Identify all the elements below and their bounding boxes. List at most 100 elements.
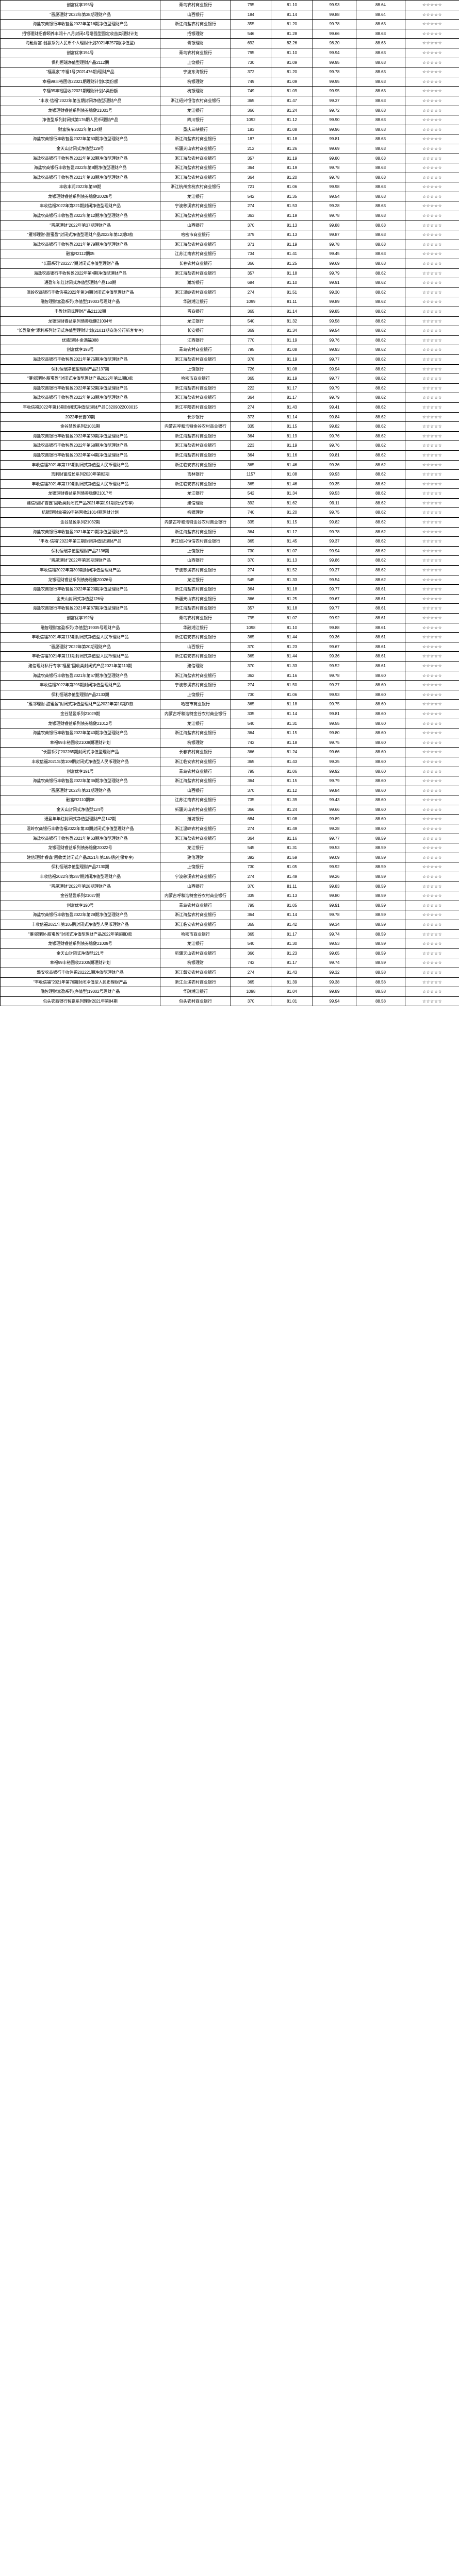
star-rating-cell: ☆☆☆☆☆ [405, 163, 459, 173]
star-rating-cell: ☆☆☆☆☆ [405, 498, 459, 509]
star-rating-cell: ☆☆☆☆☆ [405, 220, 459, 231]
product-name-cell: "雁邻理财-甜蜜盈"封闭式净值型理财产品2022年第9期D款 [0, 929, 160, 940]
star-rating-cell: ☆☆☆☆☆ [405, 431, 459, 442]
product-name-cell: 杭银理财幸福99丰裕固收21014期理财计划 [0, 507, 160, 518]
score-two-cell: 99.66 [313, 747, 356, 757]
star-rating-cell: ☆☆☆☆☆ [405, 699, 459, 709]
star-icon-group: ☆☆☆☆☆ [422, 970, 442, 975]
star-icon-group: ☆☆☆☆☆ [422, 270, 442, 276]
total-score-cell: 88.63 [356, 19, 405, 29]
issuer-bank-cell: 上饶银行 [160, 364, 231, 375]
product-name-cell: "雁邻理财-甜蜜盈"封闭式净值型理财产品2022年第11期D款 [0, 374, 160, 384]
star-rating-cell: ☆☆☆☆☆ [405, 574, 459, 585]
issuer-bank-cell: 浙江海盐农村商业银行 [160, 211, 231, 221]
product-name-cell: 通盈年年红封闭式净值型理财产品142期 [0, 814, 160, 825]
product-name-cell: 龙银理财睿益系列债券稳健20026号 [0, 574, 160, 585]
term-days-cell: 364 [231, 163, 271, 173]
total-score-cell: 88.63 [356, 259, 405, 269]
total-score-cell: 88.62 [356, 268, 405, 279]
table-row: 海盐农商银行丰收智盈2022年第12期净值型理财产品 浙江海盐农村商业银行 363 8… [0, 211, 459, 221]
table-row: 丰收信福2021年第111期封闭式净值型人民币理财产品 浙江临安农村商业银行 365… [0, 651, 459, 662]
total-score-cell: 88.63 [356, 124, 405, 135]
star-icon-group: ☆☆☆☆☆ [422, 893, 442, 899]
star-icon-group: ☆☆☆☆☆ [422, 89, 442, 94]
table-row: 招银理财招睿颐养丰润十八月封闭4号增强型固定收益类理财计划 招银理财 546 81.2… [0, 28, 459, 39]
term-days-cell: 370 [231, 785, 271, 796]
issuer-bank-cell: 浙江海盐农村商业银行 [160, 268, 231, 279]
term-days-cell: 795 [231, 613, 271, 623]
star-rating-cell: ☆☆☆☆☆ [405, 708, 459, 719]
total-score-cell: 88.63 [356, 230, 405, 240]
product-name-cell: 海盐农商银行丰收智盈2021年第79期净值型理财产品 [0, 239, 160, 250]
star-icon-group: ☆☆☆☆☆ [422, 884, 442, 889]
score-one-cell: 81.12 [271, 785, 313, 796]
term-days-cell: 212 [231, 143, 271, 154]
total-score-cell: 88.62 [356, 326, 405, 336]
star-icon-group: ☆☆☆☆☆ [422, 587, 442, 592]
product-name-cell: 创富优享193号 [0, 345, 160, 355]
star-rating-cell: ☆☆☆☆☆ [405, 555, 459, 566]
product-name-cell: 海盐农商银行丰收智盈2022年第12期净值型理财产品 [0, 211, 160, 221]
score-two-cell: 99.94 [313, 364, 356, 375]
total-score-cell: 88.60 [356, 804, 405, 815]
product-name-cell: "福瀛家"幸福1号(2021476期)理财产品 [0, 67, 160, 77]
score-two-cell: 99.81 [313, 708, 356, 719]
score-one-cell: 81.46 [271, 479, 313, 489]
score-two-cell: 99.74 [313, 929, 356, 940]
score-two-cell: 99.90 [313, 115, 356, 125]
star-icon-group: ☆☆☆☆☆ [422, 663, 442, 668]
product-name-cell: 丰收信福2022年第295期封闭净值型理财产品 [0, 680, 160, 690]
issuer-bank-cell: 宁波慈溪农村商业银行 [160, 565, 231, 575]
star-icon-group: ☆☆☆☆☆ [422, 845, 442, 851]
total-score-cell: 88.63 [356, 67, 405, 77]
star-rating-cell: ☆☆☆☆☆ [405, 172, 459, 183]
score-two-cell: 99.69 [313, 143, 356, 154]
product-name-cell: 海盐农商银行丰收智盈2022年第59期净值型理财产品 [0, 431, 160, 442]
product-name-cell: 融智理财富盈系列(净值型)19003号理财产品 [0, 297, 160, 307]
score-two-cell: 99.75 [313, 507, 356, 518]
star-rating-cell: ☆☆☆☆☆ [405, 814, 459, 825]
product-name-cell: 建信理财"睿鑫"固收类封闭式产品2021年第191期(社保专享) [0, 498, 160, 509]
issuer-bank-cell: 浙江海盐农村商业银行 [160, 440, 231, 451]
total-score-cell: 88.59 [356, 929, 405, 940]
issuer-bank-cell: 浙江临安农村商业银行 [160, 756, 231, 767]
total-score-cell: 88.61 [356, 584, 405, 595]
score-two-cell: 99.41 [313, 402, 356, 413]
score-two-cell: 99.81 [313, 450, 356, 461]
total-score-cell: 88.60 [356, 766, 405, 777]
star-icon-group: ☆☆☆☆☆ [422, 12, 442, 17]
score-one-cell: 81.17 [271, 929, 313, 940]
issuer-bank-cell: 哈密市商业银行 [160, 929, 231, 940]
issuer-bank-cell: 浙江海盐农村商业银行 [160, 431, 231, 442]
product-name-cell: 海盐农商银行丰收智盈2022年第16期净值型理财产品 [0, 19, 160, 29]
score-two-cell: 99.77 [313, 374, 356, 384]
product-name-cell: "晋晟理财"2022年第35期理财产品 [0, 555, 160, 566]
total-score-cell: 88.60 [356, 776, 405, 786]
term-days-cell: 366 [231, 747, 271, 757]
term-days-cell: 364 [231, 833, 271, 844]
score-two-cell: 99.77 [313, 354, 356, 365]
star-rating-cell: ☆☆☆☆☆ [405, 153, 459, 164]
star-rating-cell: ☆☆☆☆☆ [405, 134, 459, 144]
product-name-cell: 海盐农商银行丰收智盈2021年第67期净值型理财产品 [0, 670, 160, 681]
issuer-bank-cell: 内蒙古呼和浩特金谷农村商业银行 [160, 708, 231, 719]
score-one-cell: 81.32 [271, 316, 313, 327]
score-two-cell: 99.93 [313, 0, 356, 10]
product-name-cell: 龙银理财睿益系列债券稳健21009号 [0, 939, 160, 949]
issuer-bank-cell: 吉林银行 [160, 469, 231, 480]
table-row: 海盐农商银行丰收智盈2022年第36期净值型理财产品 浙江海盐农村商业银行 364 8… [0, 776, 459, 786]
score-one-cell: 81.14 [271, 708, 313, 719]
star-icon-group: ☆☆☆☆☆ [422, 452, 442, 457]
star-icon-group: ☆☆☆☆☆ [422, 711, 442, 716]
issuer-bank-cell: 华融湘江银行 [160, 987, 231, 997]
star-icon-group: ☆☆☆☆☆ [422, 865, 442, 870]
table-row: 创富优享190号 青岛农村商业银行 795 81.05 99.91 88.59 ☆☆☆☆☆ [0, 900, 459, 911]
total-score-cell: 88.62 [356, 565, 405, 575]
total-score-cell: 88.62 [356, 412, 405, 422]
term-days-cell: 1092 [231, 115, 271, 125]
table-row: 丰收信福2022年第295期封闭净值型理财产品 宁波慈溪农村商业银行 274 81.5… [0, 680, 459, 690]
term-days-cell: 183 [231, 124, 271, 135]
product-name-cell: 保利恒瑞净值型理财产品2112期 [0, 57, 160, 68]
table-row: 保利恒瑞净值型理财产品2112期 上饶银行 730 81.09 99.95 88.63 ☆☆… [0, 57, 459, 68]
total-score-cell: 88.63 [356, 163, 405, 173]
